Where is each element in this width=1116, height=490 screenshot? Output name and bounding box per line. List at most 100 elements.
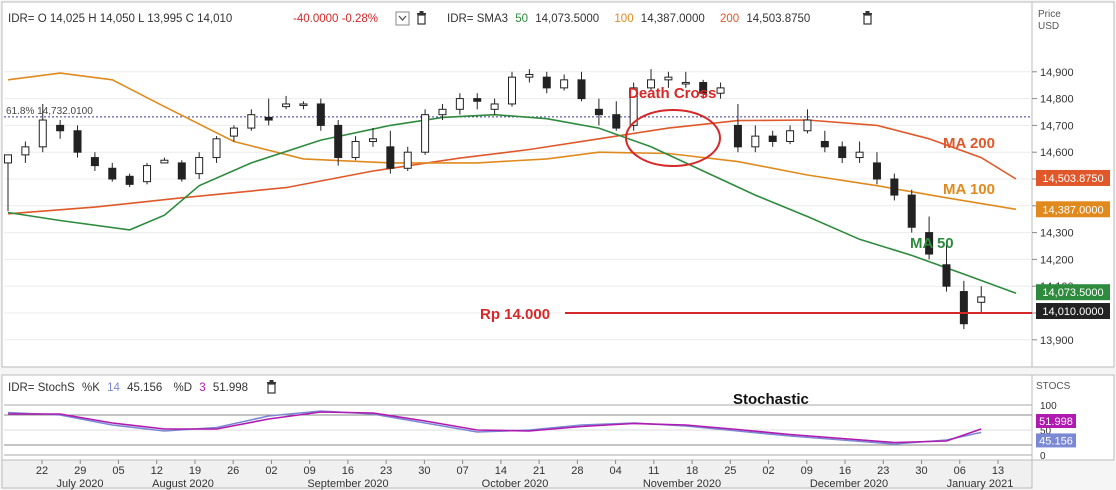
candle [664, 71, 673, 88]
time-tick-label: 05 [112, 465, 124, 477]
time-tick-label: 30 [915, 465, 927, 477]
candle [647, 69, 656, 91]
stoch-k-period: 14 [107, 382, 120, 394]
trash-icon[interactable] [417, 11, 426, 25]
time-tick-label: 29 [74, 465, 86, 477]
support-label: Rp 14.000 [480, 306, 550, 323]
axis-value-tags: 14,503.8750 14,387.0000 14,073.5000 14,010.… [1036, 169, 1110, 319]
svg-text:14,073.5000: 14,073.5000 [1042, 287, 1103, 299]
candle [490, 98, 499, 115]
sma50-period: 50 [515, 13, 528, 25]
time-tick-label: 13 [992, 465, 1004, 477]
stoch-k-tag: 45.156 [1036, 433, 1076, 448]
time-tick-label: 04 [609, 465, 621, 477]
time-tick-label: 26 [227, 465, 239, 477]
collapse-dropdown[interactable] [395, 11, 410, 26]
price-tick-label: 14,600 [1040, 147, 1074, 159]
time-tick-label: 19 [189, 465, 201, 477]
price-tick-label: 13,900 [1040, 335, 1074, 347]
candle [21, 141, 30, 163]
time-month-label: December 2020 [810, 478, 888, 490]
candle [160, 157, 169, 164]
stoch-k-value: 45.156 [127, 382, 162, 394]
candle [942, 243, 951, 292]
stoch-lines [7, 410, 982, 445]
candle [264, 98, 273, 126]
price-axis-title: Price [1038, 9, 1061, 20]
time-tick-label: 09 [304, 465, 316, 477]
time-tick-label: 12 [151, 465, 163, 477]
last-price-tag: 14,010.0000 [1036, 303, 1110, 319]
svg-text:IDR= SMA3 50 14,07: IDR= SMA3 50 14,073.5000 100 14,387.0000… [447, 13, 810, 25]
candle [125, 173, 134, 188]
candle [195, 152, 204, 179]
stoch-d-label: %D [174, 382, 193, 394]
candle [681, 71, 690, 88]
candle [351, 136, 360, 161]
time-tick-label: 22 [36, 465, 48, 477]
candle [38, 103, 47, 153]
candle [299, 101, 308, 110]
time-tick-label: 14 [495, 465, 507, 477]
time-tick-label: 07 [457, 465, 469, 477]
candle [838, 141, 847, 163]
candle [177, 160, 186, 182]
time-tick-label: 21 [533, 465, 545, 477]
candle [473, 93, 482, 110]
trash-icon[interactable] [863, 11, 872, 25]
time-tick-label: 30 [418, 465, 430, 477]
ma50-annotation: MA 50 [910, 235, 954, 252]
ma50-line [7, 113, 1017, 295]
time-tick-label: 25 [724, 465, 736, 477]
price-tick-label: 14,700 [1040, 120, 1074, 132]
candle [368, 128, 377, 147]
time-tick-label: 16 [342, 465, 354, 477]
time-axis: 22 29 05 12 19 26 02 09 16 23 30 07 14 21 28 04 11 18 25 02… [36, 460, 1013, 490]
stoch-d-period: 3 [199, 382, 205, 394]
candle [421, 109, 430, 155]
death-cross-circle [625, 109, 721, 167]
time-tick-label: 06 [954, 465, 966, 477]
candle [977, 286, 986, 313]
trash-icon[interactable] [267, 380, 276, 394]
fib-label: 61.8% 14,732.0100 [6, 106, 93, 117]
candle [212, 136, 221, 163]
candle [455, 93, 464, 115]
svg-text:14,010.0000: 14,010.0000 [1042, 306, 1103, 318]
stoch-tick-label: 0 [1040, 451, 1046, 462]
sma200-period: 200 [720, 13, 739, 25]
death-cross-label: Death Cross [628, 85, 716, 102]
candle [907, 189, 916, 233]
time-tick-label: 28 [571, 465, 583, 477]
price-axis-unit: USD [1038, 21, 1059, 32]
ma100-line [7, 72, 1017, 211]
stoch-tick-label: 100 [1040, 401, 1057, 412]
candle [56, 120, 65, 139]
time-axis-panel [1, 459, 1033, 489]
time-month-label: January 2021 [947, 478, 1014, 490]
candle [247, 109, 256, 131]
ma100-tag: 14,387.0000 [1036, 201, 1110, 218]
candle [542, 71, 551, 94]
time-tick-label: 23 [877, 465, 889, 477]
candle [925, 216, 934, 260]
candle [786, 125, 795, 145]
ma100-annotation: MA 100 [943, 181, 995, 198]
candle [751, 125, 760, 153]
stoch-header: IDR= StochS %K 14 45.156 %D 3 51.998 STO… [8, 380, 1071, 394]
candle [803, 109, 812, 134]
candle [560, 74, 569, 91]
instrument-label: IDR= [8, 13, 35, 25]
candle [890, 173, 899, 201]
time-tick-label: 02 [762, 465, 774, 477]
candle [73, 125, 82, 158]
candle [855, 141, 864, 163]
stoch-k-label: %K [82, 382, 100, 394]
price-panel [1, 1, 1033, 368]
svg-text:14,387.0000: 14,387.0000 [1042, 204, 1103, 216]
ma200-tag: 14,503.8750 [1036, 169, 1110, 186]
candle [577, 71, 586, 102]
svg-text:51.998: 51.998 [1039, 416, 1073, 428]
candle [334, 120, 343, 166]
